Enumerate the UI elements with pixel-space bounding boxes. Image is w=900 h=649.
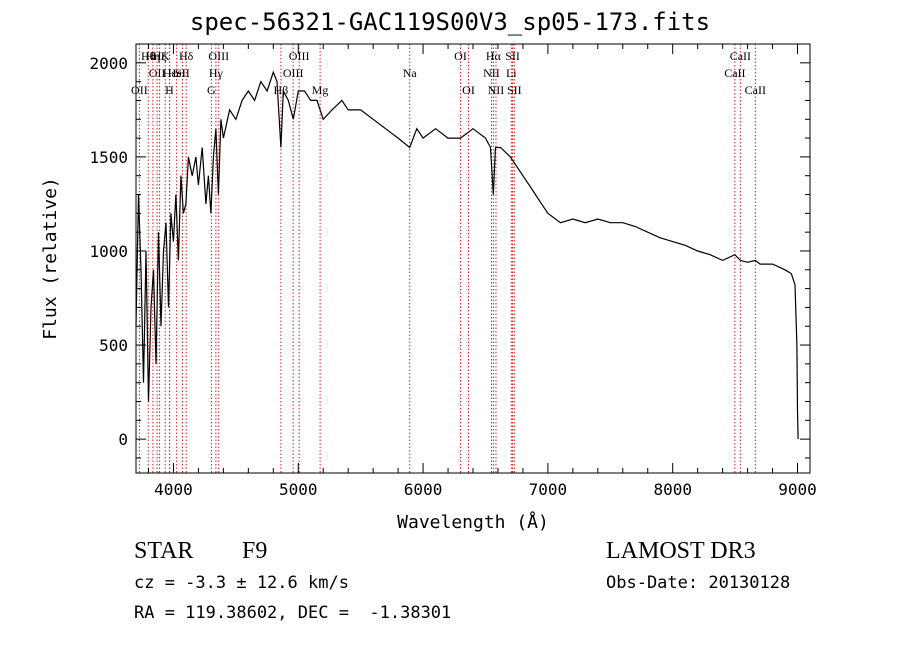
survey-name: LAMOST DR3 bbox=[606, 538, 756, 564]
line-label-Hη: Hη bbox=[145, 49, 160, 63]
spectral-line-markers bbox=[138, 44, 756, 473]
y-tick-label: 500 bbox=[99, 336, 128, 355]
line-label-Na: Na bbox=[403, 66, 418, 80]
obs-date: Obs-Date: 20130128 bbox=[606, 573, 791, 593]
line-label-NII: NII bbox=[483, 66, 500, 80]
line-label-CaII: CaII bbox=[745, 83, 766, 97]
spectral-line-labels: OIIHθHηOIIHζKHHεHeISIIHδGHγOIIIHβOIIIOII… bbox=[131, 49, 766, 97]
line-label-G: G bbox=[207, 83, 216, 97]
x-axis-ticks: 4000 5000 6000 7000 8000 9000 bbox=[147, 44, 817, 499]
line-label-Hζ: Hζ bbox=[153, 49, 167, 63]
x-axis-label: Wavelength (Å) bbox=[397, 511, 549, 533]
x-tick-label: 8000 bbox=[653, 480, 692, 499]
object-class: STAR bbox=[134, 538, 194, 564]
y-tick-label: 1500 bbox=[89, 148, 128, 167]
line-label-OI: OI bbox=[454, 49, 467, 63]
line-label-OII: OII bbox=[149, 66, 166, 80]
plot-frame bbox=[135, 43, 811, 474]
line-label-OIII: OIII bbox=[283, 66, 304, 80]
line-label-K: K bbox=[161, 49, 170, 63]
line-label-Mg: Mg bbox=[312, 83, 329, 97]
ra-dec-info: RA = 119.38602, DEC = -1.38301 bbox=[134, 603, 452, 623]
line-label-SII: SII bbox=[505, 49, 520, 63]
line-label-Hδ: Hδ bbox=[179, 49, 194, 63]
x-tick-label: 4000 bbox=[154, 480, 193, 499]
object-subclass: F9 bbox=[242, 538, 268, 564]
line-label-CaII: CaII bbox=[730, 49, 751, 63]
line-label-HeI: HeI bbox=[168, 66, 186, 80]
line-label-OII: OII bbox=[131, 83, 148, 97]
line-label-CaII: CaII bbox=[724, 66, 745, 80]
line-label-Hε: Hε bbox=[163, 66, 177, 80]
x-tick-label: 7000 bbox=[529, 480, 568, 499]
x-tick-label: 9000 bbox=[778, 480, 817, 499]
line-label-SII: SII bbox=[507, 83, 522, 97]
line-label-OI: OI bbox=[462, 83, 475, 97]
y-tick-label: 1000 bbox=[89, 242, 128, 261]
line-label-Li: Li bbox=[506, 66, 517, 80]
y-axis-ticks: 0 500 1000 1500 2000 bbox=[89, 43, 810, 459]
chart-title: spec-56321-GAC119S00V3_sp05-173.fits bbox=[189, 8, 711, 36]
line-label-H: H bbox=[165, 83, 174, 97]
line-label-OIII: OIII bbox=[289, 49, 310, 63]
line-label-Hβ: Hβ bbox=[274, 83, 289, 97]
y-tick-label: 2000 bbox=[89, 54, 128, 73]
line-label-Hγ: Hγ bbox=[209, 66, 224, 80]
y-axis-label: Flux (relative) bbox=[40, 177, 61, 340]
line-label-Hα: Hα bbox=[486, 49, 502, 63]
redshift-info: cz = -3.3 ± 12.6 km/s bbox=[134, 573, 349, 593]
line-label-SII: SII bbox=[175, 66, 190, 80]
line-label-NII: NII bbox=[488, 83, 505, 97]
line-label-OIII: OIII bbox=[208, 49, 229, 63]
flux-series-line bbox=[135, 70, 799, 440]
y-tick-label: 0 bbox=[118, 430, 128, 449]
x-tick-label: 6000 bbox=[404, 480, 443, 499]
line-label-Hθ: Hθ bbox=[141, 49, 156, 63]
x-tick-label: 5000 bbox=[279, 480, 318, 499]
